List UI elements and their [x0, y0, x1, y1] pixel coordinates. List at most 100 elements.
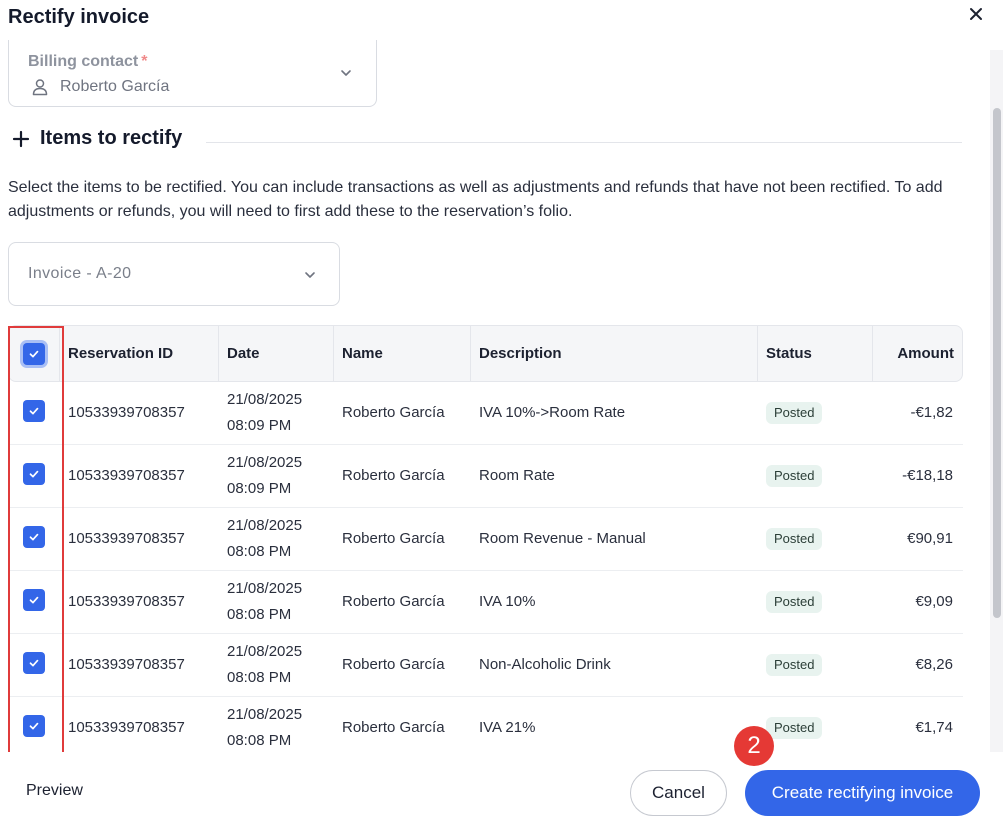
status-badge: Posted: [766, 402, 823, 424]
name-cell: Roberto García: [334, 697, 471, 760]
user-icon: [32, 79, 48, 96]
name-cell: Roberto García: [334, 571, 471, 634]
name-cell: Roberto García: [334, 382, 471, 445]
chevron-down-icon: [305, 272, 315, 278]
checkmark-icon: [29, 470, 39, 478]
column-header-amount[interactable]: Amount: [873, 325, 963, 382]
row-checkbox-cell: [8, 634, 60, 697]
create-rectifying-invoice-button[interactable]: Create rectifying invoice: [745, 770, 980, 816]
billing-contact-value: Roberto García: [60, 78, 170, 95]
time-value: 08:08 PM: [227, 543, 292, 560]
reservation-id-cell: 10533939708357: [60, 508, 219, 571]
row-checkbox[interactable]: [23, 715, 45, 737]
status-badge: Posted: [766, 528, 823, 550]
date-value: 21/08/2025: [227, 706, 303, 723]
status-badge: Posted: [766, 591, 823, 613]
date-cell: 21/08/2025 08:09 PM: [219, 382, 334, 445]
invoice-select[interactable]: Invoice - A-20: [8, 242, 340, 306]
row-checkbox-cell: [8, 382, 60, 445]
row-checkbox[interactable]: [23, 589, 45, 611]
row-checkbox[interactable]: [23, 400, 45, 422]
plus-icon: [12, 130, 30, 147]
date-value: 21/08/2025: [227, 454, 303, 471]
amount-cell: €8,26: [873, 634, 963, 697]
row-checkbox[interactable]: [23, 652, 45, 674]
status-cell: Posted: [758, 571, 873, 634]
row-checkbox-cell: [8, 508, 60, 571]
description-cell: IVA 10%->Room Rate: [471, 382, 758, 445]
items-table: Reservation ID Date Name Description Sta…: [8, 325, 963, 760]
date-cell: 21/08/2025 08:08 PM: [219, 508, 334, 571]
description-cell: IVA 10%: [471, 571, 758, 634]
reservation-id-cell: 10533939708357: [60, 571, 219, 634]
row-checkbox[interactable]: [23, 463, 45, 485]
table-row: 10533939708357 21/08/2025 08:09 PM Robert…: [8, 445, 963, 508]
row-checkbox-cell: [8, 697, 60, 760]
row-checkbox-cell: [8, 445, 60, 508]
time-value: 08:08 PM: [227, 606, 292, 623]
items-to-rectify-toggle[interactable]: Items to rectify: [12, 127, 182, 150]
help-text: Select the items to be rectified. You ca…: [8, 179, 943, 220]
table-row: 10533939708357 21/08/2025 08:09 PM Robert…: [8, 382, 963, 445]
table-row: 10533939708357 21/08/2025 08:08 PM Robert…: [8, 697, 963, 760]
column-header-name[interactable]: Name: [334, 325, 471, 382]
cancel-button[interactable]: Cancel: [630, 770, 727, 816]
checkmark-icon: [29, 350, 39, 357]
reservation-id-cell: 10533939708357: [60, 382, 219, 445]
date-cell: 21/08/2025 08:08 PM: [219, 697, 334, 760]
reservation-id-cell: 10533939708357: [60, 697, 219, 760]
modal-title: Rectify invoice: [8, 6, 150, 28]
date-value: 21/08/2025: [227, 517, 303, 534]
chevron-down-icon: [341, 70, 351, 76]
amount-cell: €90,91: [873, 508, 963, 571]
invoice-select-value: Invoice - A-20: [28, 265, 132, 282]
status-badge: Posted: [766, 465, 823, 487]
amount-cell: -€1,82: [873, 382, 963, 445]
time-value: 08:08 PM: [227, 669, 292, 686]
select-all-cell: [8, 325, 60, 382]
checkmark-icon: [29, 407, 39, 415]
section-title: Items to rectify: [40, 127, 183, 149]
name-cell: Roberto García: [334, 445, 471, 508]
time-value: 08:09 PM: [227, 417, 292, 434]
table-row: 10533939708357 21/08/2025 08:08 PM Robert…: [8, 571, 963, 634]
amount-cell: -€18,18: [873, 445, 963, 508]
date-value: 21/08/2025: [227, 643, 303, 660]
table-row: 10533939708357 21/08/2025 08:08 PM Robert…: [8, 508, 963, 571]
name-cell: Roberto García: [334, 634, 471, 697]
scrollbar-thumb[interactable]: [993, 108, 1001, 618]
date-cell: 21/08/2025 08:09 PM: [219, 445, 334, 508]
amount-cell: €1,74: [873, 697, 963, 760]
column-header-reservation-id[interactable]: Reservation ID: [60, 325, 219, 382]
description-cell: Non-Alcoholic Drink: [471, 634, 758, 697]
column-header-status[interactable]: Status: [758, 325, 873, 382]
checkmark-icon: [29, 596, 39, 604]
column-header-description[interactable]: Description: [471, 325, 758, 382]
reservation-id-cell: 10533939708357: [60, 445, 219, 508]
time-value: 08:09 PM: [227, 480, 292, 497]
billing-contact-label: Billing contact *: [28, 53, 148, 70]
date-cell: 21/08/2025 08:08 PM: [219, 571, 334, 634]
checkmark-icon: [29, 722, 39, 730]
section-divider: [206, 142, 962, 143]
status-cell: Posted: [758, 697, 873, 760]
checkmark-icon: [29, 659, 39, 667]
row-checkbox-cell: [8, 571, 60, 634]
date-value: 21/08/2025: [227, 391, 303, 408]
reservation-id-cell: 10533939708357: [60, 634, 219, 697]
close-button[interactable]: [964, 2, 988, 26]
select-all-checkbox[interactable]: [23, 342, 45, 365]
date-value: 21/08/2025: [227, 580, 303, 597]
table-row: 10533939708357 21/08/2025 08:08 PM Robert…: [8, 634, 963, 697]
preview-button[interactable]: Preview: [26, 782, 83, 799]
row-checkbox[interactable]: [23, 526, 45, 548]
billing-contact-select[interactable]: Billing contact * Roberto García: [8, 40, 377, 107]
status-cell: Posted: [758, 445, 873, 508]
status-badge: Posted: [766, 717, 823, 739]
date-cell: 21/08/2025 08:08 PM: [219, 634, 334, 697]
column-header-date[interactable]: Date: [219, 325, 334, 382]
close-icon: [970, 8, 982, 20]
required-mark: *: [141, 53, 148, 70]
checkmark-icon: [29, 533, 39, 541]
annotation-step-badge: 2: [734, 726, 774, 766]
